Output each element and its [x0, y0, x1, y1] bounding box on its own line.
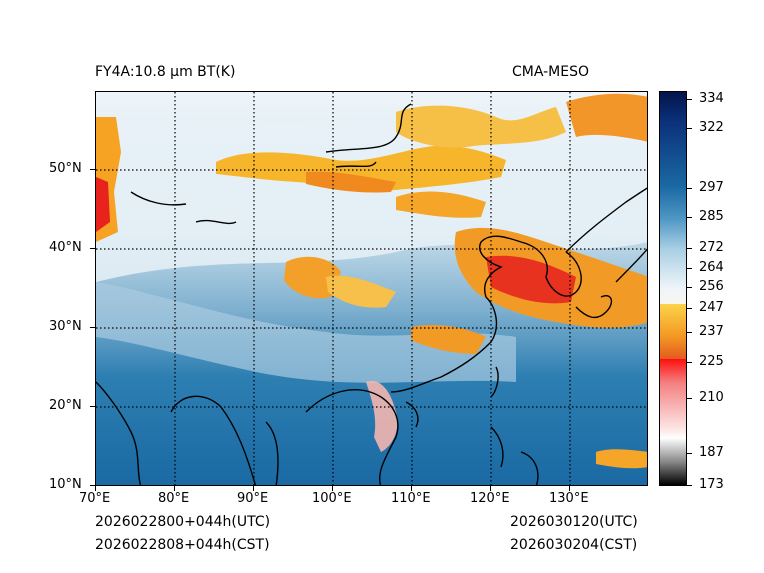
- colorbar-tick: [687, 217, 692, 218]
- lat-label: 10°N: [49, 477, 82, 492]
- lon-label: 90°E: [237, 491, 269, 506]
- lon-label: 80°E: [158, 491, 190, 506]
- colorbar-label: 272: [699, 240, 724, 255]
- cold-cloud-northeast: [396, 105, 566, 148]
- colorbar-tick: [687, 362, 692, 363]
- map-canvas: [96, 92, 647, 485]
- colorbar-tick: [687, 268, 692, 269]
- colorbar-tick: [687, 308, 692, 309]
- lon-label: 110°E: [391, 491, 431, 506]
- colorbar-label: 173: [699, 477, 724, 492]
- colorbar-tick: [687, 99, 692, 100]
- colorbar-tick: [687, 398, 692, 399]
- lon-label: 100°E: [312, 491, 352, 506]
- satellite-brightness-map: [95, 91, 648, 486]
- lat-tick: [90, 327, 95, 328]
- lat-tick: [90, 485, 95, 486]
- coldest-cloud-west: [96, 177, 110, 232]
- coastlines: [96, 103, 647, 485]
- lat-label: 40°N: [49, 240, 82, 255]
- init-time-cst: 2026022808+044h(CST): [95, 537, 270, 553]
- lat-label: 50°N: [49, 161, 82, 176]
- lon-label: 70°E: [79, 491, 111, 506]
- cold-cloud-south: [411, 325, 486, 354]
- colorbar-label: 225: [699, 354, 724, 369]
- frontal-cloud-core: [486, 255, 576, 304]
- cold-cloud-far-northeast: [566, 93, 647, 142]
- colorbar-tick: [687, 453, 692, 454]
- colorbar-label: 264: [699, 260, 724, 275]
- lon-tick: [490, 486, 491, 491]
- colorbar-label: 187: [699, 445, 724, 460]
- lat-label: 20°N: [49, 398, 82, 413]
- graticule: [96, 92, 647, 485]
- lon-tick: [411, 486, 412, 491]
- colorbar-tick: [687, 128, 692, 129]
- cold-cloud-north-1: [216, 145, 506, 191]
- lat-label: 30°N: [49, 319, 82, 334]
- cold-cloud-central-2: [326, 275, 396, 308]
- figure-title: FY4A:10.8 μm BT(K): [95, 64, 236, 80]
- lon-tick: [332, 486, 333, 491]
- colorbar-tick: [687, 188, 692, 189]
- model-name: CMA-MESO: [512, 64, 590, 80]
- lon-label: 120°E: [470, 491, 510, 506]
- colorbar-ramp: [660, 92, 686, 485]
- colorbar-tick: [687, 485, 692, 486]
- colorbar: [659, 91, 687, 486]
- colorbar-label: 297: [699, 180, 724, 195]
- colorbar-tick: [687, 248, 692, 249]
- colorbar-label: 334: [699, 91, 724, 106]
- cold-cloud-pacific: [596, 449, 647, 469]
- colorbar-label: 210: [699, 390, 724, 405]
- lon-tick: [569, 486, 570, 491]
- colorbar-label: 237: [699, 324, 724, 339]
- cold-cloud-sichuan: [284, 256, 341, 299]
- init-time-utc: 2026022800+044h(UTC): [95, 514, 271, 530]
- cold-cloud-north-2: [306, 171, 396, 193]
- colorbar-tick: [687, 287, 692, 288]
- lon-tick: [253, 486, 254, 491]
- lat-tick: [90, 406, 95, 407]
- colorbar-tick: [687, 332, 692, 333]
- lon-tick: [174, 486, 175, 491]
- valid-time-utc: 2026030120(UTC): [510, 514, 638, 530]
- cold-cloud-central: [396, 191, 486, 218]
- valid-time-cst: 2026030204(CST): [510, 537, 638, 553]
- colorbar-label: 247: [699, 300, 724, 315]
- lon-tick: [95, 486, 96, 491]
- lat-tick: [90, 169, 95, 170]
- convective-cells-indochina: [366, 381, 398, 452]
- colorbar-label: 322: [699, 120, 724, 135]
- colorbar-label: 285: [699, 209, 724, 224]
- lat-tick: [90, 248, 95, 249]
- mid-cloud-band: [96, 282, 516, 383]
- colorbar-label: 256: [699, 279, 724, 294]
- lon-label: 130°E: [549, 491, 589, 506]
